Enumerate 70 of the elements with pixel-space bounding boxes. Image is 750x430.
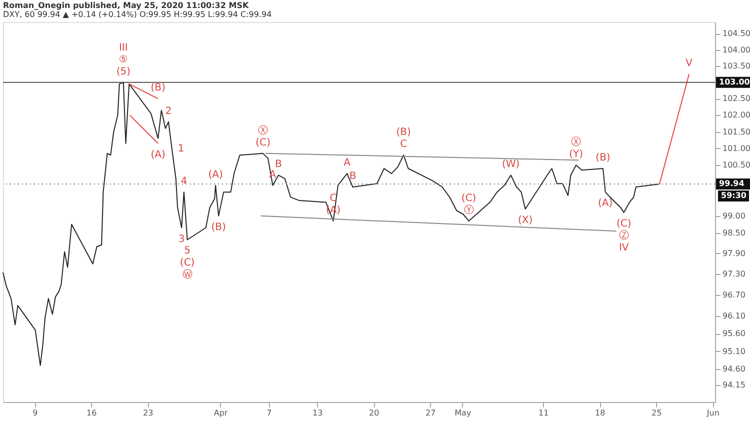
annotation: 2	[165, 106, 172, 117]
annotation: (C)	[616, 218, 632, 230]
y-tick-label: 104.00	[722, 45, 750, 54]
y-tick-label: 104.50	[722, 29, 750, 38]
annotation: ⑤	[118, 54, 128, 66]
x-tick-label: 11	[538, 408, 549, 418]
y-tick-label: 96.70	[722, 290, 746, 300]
line-series	[2, 82, 660, 366]
y-tick-label: 99.00	[722, 211, 746, 220]
chart-title: Roman_Onegin published, May 25, 2020 11:00:32 MSK	[3, 1, 250, 10]
annotation: (Y)	[569, 149, 584, 160]
annotation: (5)	[116, 66, 131, 78]
x-tick-label: 13	[312, 408, 323, 418]
y-tick-label: 94.15	[722, 380, 746, 390]
annotation: (B)	[211, 222, 226, 233]
ref-line-label: 99.94	[719, 178, 745, 188]
annotation: (C)	[180, 258, 195, 269]
y-tick-label: 102.50	[722, 94, 750, 104]
y-tick-label: 95.10	[722, 346, 746, 356]
y-tick-label: 101.50	[722, 127, 750, 136]
y-tick-label: 97.30	[722, 270, 746, 279]
y-tick-label: 102.00	[722, 110, 750, 120]
y-tick-label: 95.60	[722, 329, 746, 338]
annotation: Ⓧ	[258, 124, 268, 136]
annotation: (W)	[502, 159, 520, 170]
annotation: A	[344, 158, 351, 169]
y-tick-label: 96.10	[722, 312, 746, 321]
y-tick-label: 97.90	[722, 248, 746, 258]
y-tick-label: 103.50	[722, 62, 750, 70]
annotation: (A)	[150, 149, 166, 160]
x-tick-label: 7	[266, 408, 272, 418]
x-tick-label: 27	[426, 408, 436, 418]
y-tick-label: 100.50	[722, 160, 750, 170]
annotation: III	[118, 42, 128, 54]
annotation: (A)	[208, 169, 223, 180]
x-tick-label: 20	[369, 408, 380, 418]
annotation: (B)	[396, 127, 411, 138]
x-tick-label: 25	[652, 408, 662, 418]
annotation: (A)	[598, 198, 613, 210]
text: 59:30	[721, 190, 747, 200]
x-tick-label: May	[454, 408, 472, 418]
annotation: V	[686, 58, 693, 70]
chart-subtitle: DXY, 60 99.94 ▲ +0.14 (+0.14%) O:99.95 H:99.95 L:99.94 C:99.94	[3, 10, 272, 19]
annotation: Ⓦ	[182, 268, 192, 281]
annotation: Ⓩ	[618, 229, 629, 242]
y-tick-label: 98.50	[722, 228, 746, 238]
annotation: 3	[178, 234, 185, 245]
annotation: IV	[618, 242, 629, 254]
x-tick-label: Jun	[706, 408, 720, 418]
annotation: (B)	[596, 152, 610, 164]
annotation: Ⓧ	[571, 136, 582, 148]
annotation: C	[400, 139, 408, 150]
annotation: (B)	[150, 82, 166, 94]
x-tick-label: 18	[595, 408, 606, 418]
annotation: 1	[178, 143, 184, 154]
x-tick-label: Apr	[214, 408, 228, 418]
annotation: B	[275, 159, 282, 170]
annotation: (C)	[256, 137, 270, 148]
x-tick-label: 16	[86, 408, 97, 418]
y-tick-label: 101.00	[722, 144, 750, 153]
annotation: Ⓨ	[464, 204, 474, 216]
annotation: (C)	[461, 192, 476, 204]
annotation: (X)	[518, 215, 533, 226]
annotation: B	[349, 171, 356, 182]
annotation: 4	[180, 176, 188, 188]
y-tick-label: 94.60	[722, 364, 746, 374]
x-tick-label: 23	[143, 408, 154, 418]
annotation: 5	[184, 246, 190, 257]
x-tick-label: 9	[32, 408, 38, 418]
ref-line-label: 103.00	[719, 77, 750, 86]
